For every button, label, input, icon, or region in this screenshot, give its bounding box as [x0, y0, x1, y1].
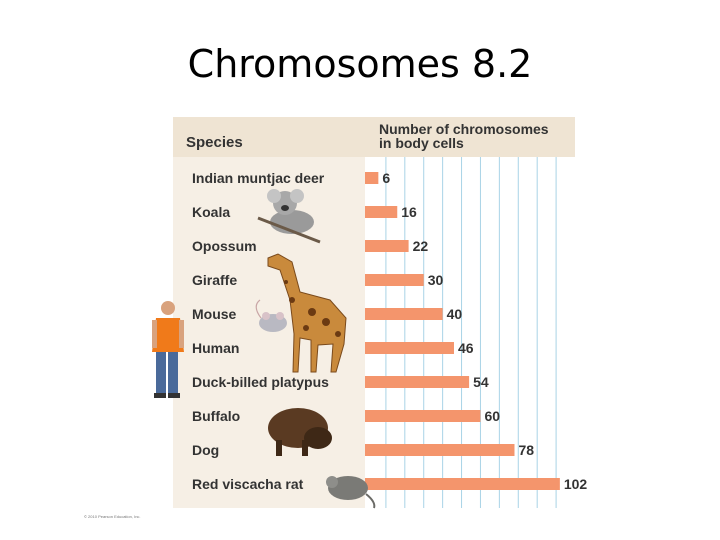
rat-photo	[326, 476, 376, 509]
bar	[365, 478, 560, 490]
category-label: Duck-billed platypus	[192, 374, 329, 390]
bar	[365, 172, 379, 184]
category-label: Indian muntjac deer	[192, 170, 325, 186]
data-label: 30	[428, 272, 444, 288]
category-labels: Indian muntjac deer Koala Opossum Giraffe Mo…	[192, 170, 329, 492]
category-label: Dog	[192, 442, 219, 458]
category-label: Red viscacha rat	[192, 476, 304, 492]
value-header: Number of chromosomes in body cells	[379, 121, 552, 151]
data-label: 6	[382, 170, 390, 186]
value-labels: 6 16 22 30 40 46 54 60 78 102	[382, 170, 587, 492]
category-label: Mouse	[192, 306, 237, 322]
data-label: 78	[518, 442, 534, 458]
bars	[365, 172, 560, 490]
category-label: Koala	[192, 204, 230, 220]
data-label: 46	[458, 340, 474, 356]
human-photo	[152, 301, 184, 398]
bar	[365, 274, 424, 286]
category-label: Opossum	[192, 238, 257, 254]
slide-title: Chromosomes 8.2	[187, 42, 533, 86]
bar	[365, 240, 409, 252]
header-band	[173, 117, 575, 157]
category-label: Giraffe	[192, 272, 237, 288]
data-label: 102	[564, 476, 588, 492]
bar	[365, 376, 470, 388]
mouse-photo	[255, 299, 287, 332]
giraffe-photo	[267, 253, 347, 373]
data-label: 40	[447, 306, 463, 322]
species-header: Species	[186, 134, 243, 151]
data-label: 60	[484, 408, 500, 424]
data-label: 54	[473, 374, 489, 390]
bar	[365, 342, 454, 354]
bar	[365, 308, 443, 320]
category-label: Buffalo	[192, 408, 240, 424]
koala-photo	[257, 189, 321, 244]
bar	[365, 410, 481, 422]
copyright-text: © 2010 Pearson Education, Inc.	[84, 514, 141, 519]
bar	[365, 444, 515, 456]
buffalo-photo	[268, 408, 332, 456]
data-label: 22	[413, 238, 429, 254]
category-label: Human	[192, 340, 239, 356]
bar	[365, 206, 398, 218]
data-label: 16	[401, 204, 417, 220]
